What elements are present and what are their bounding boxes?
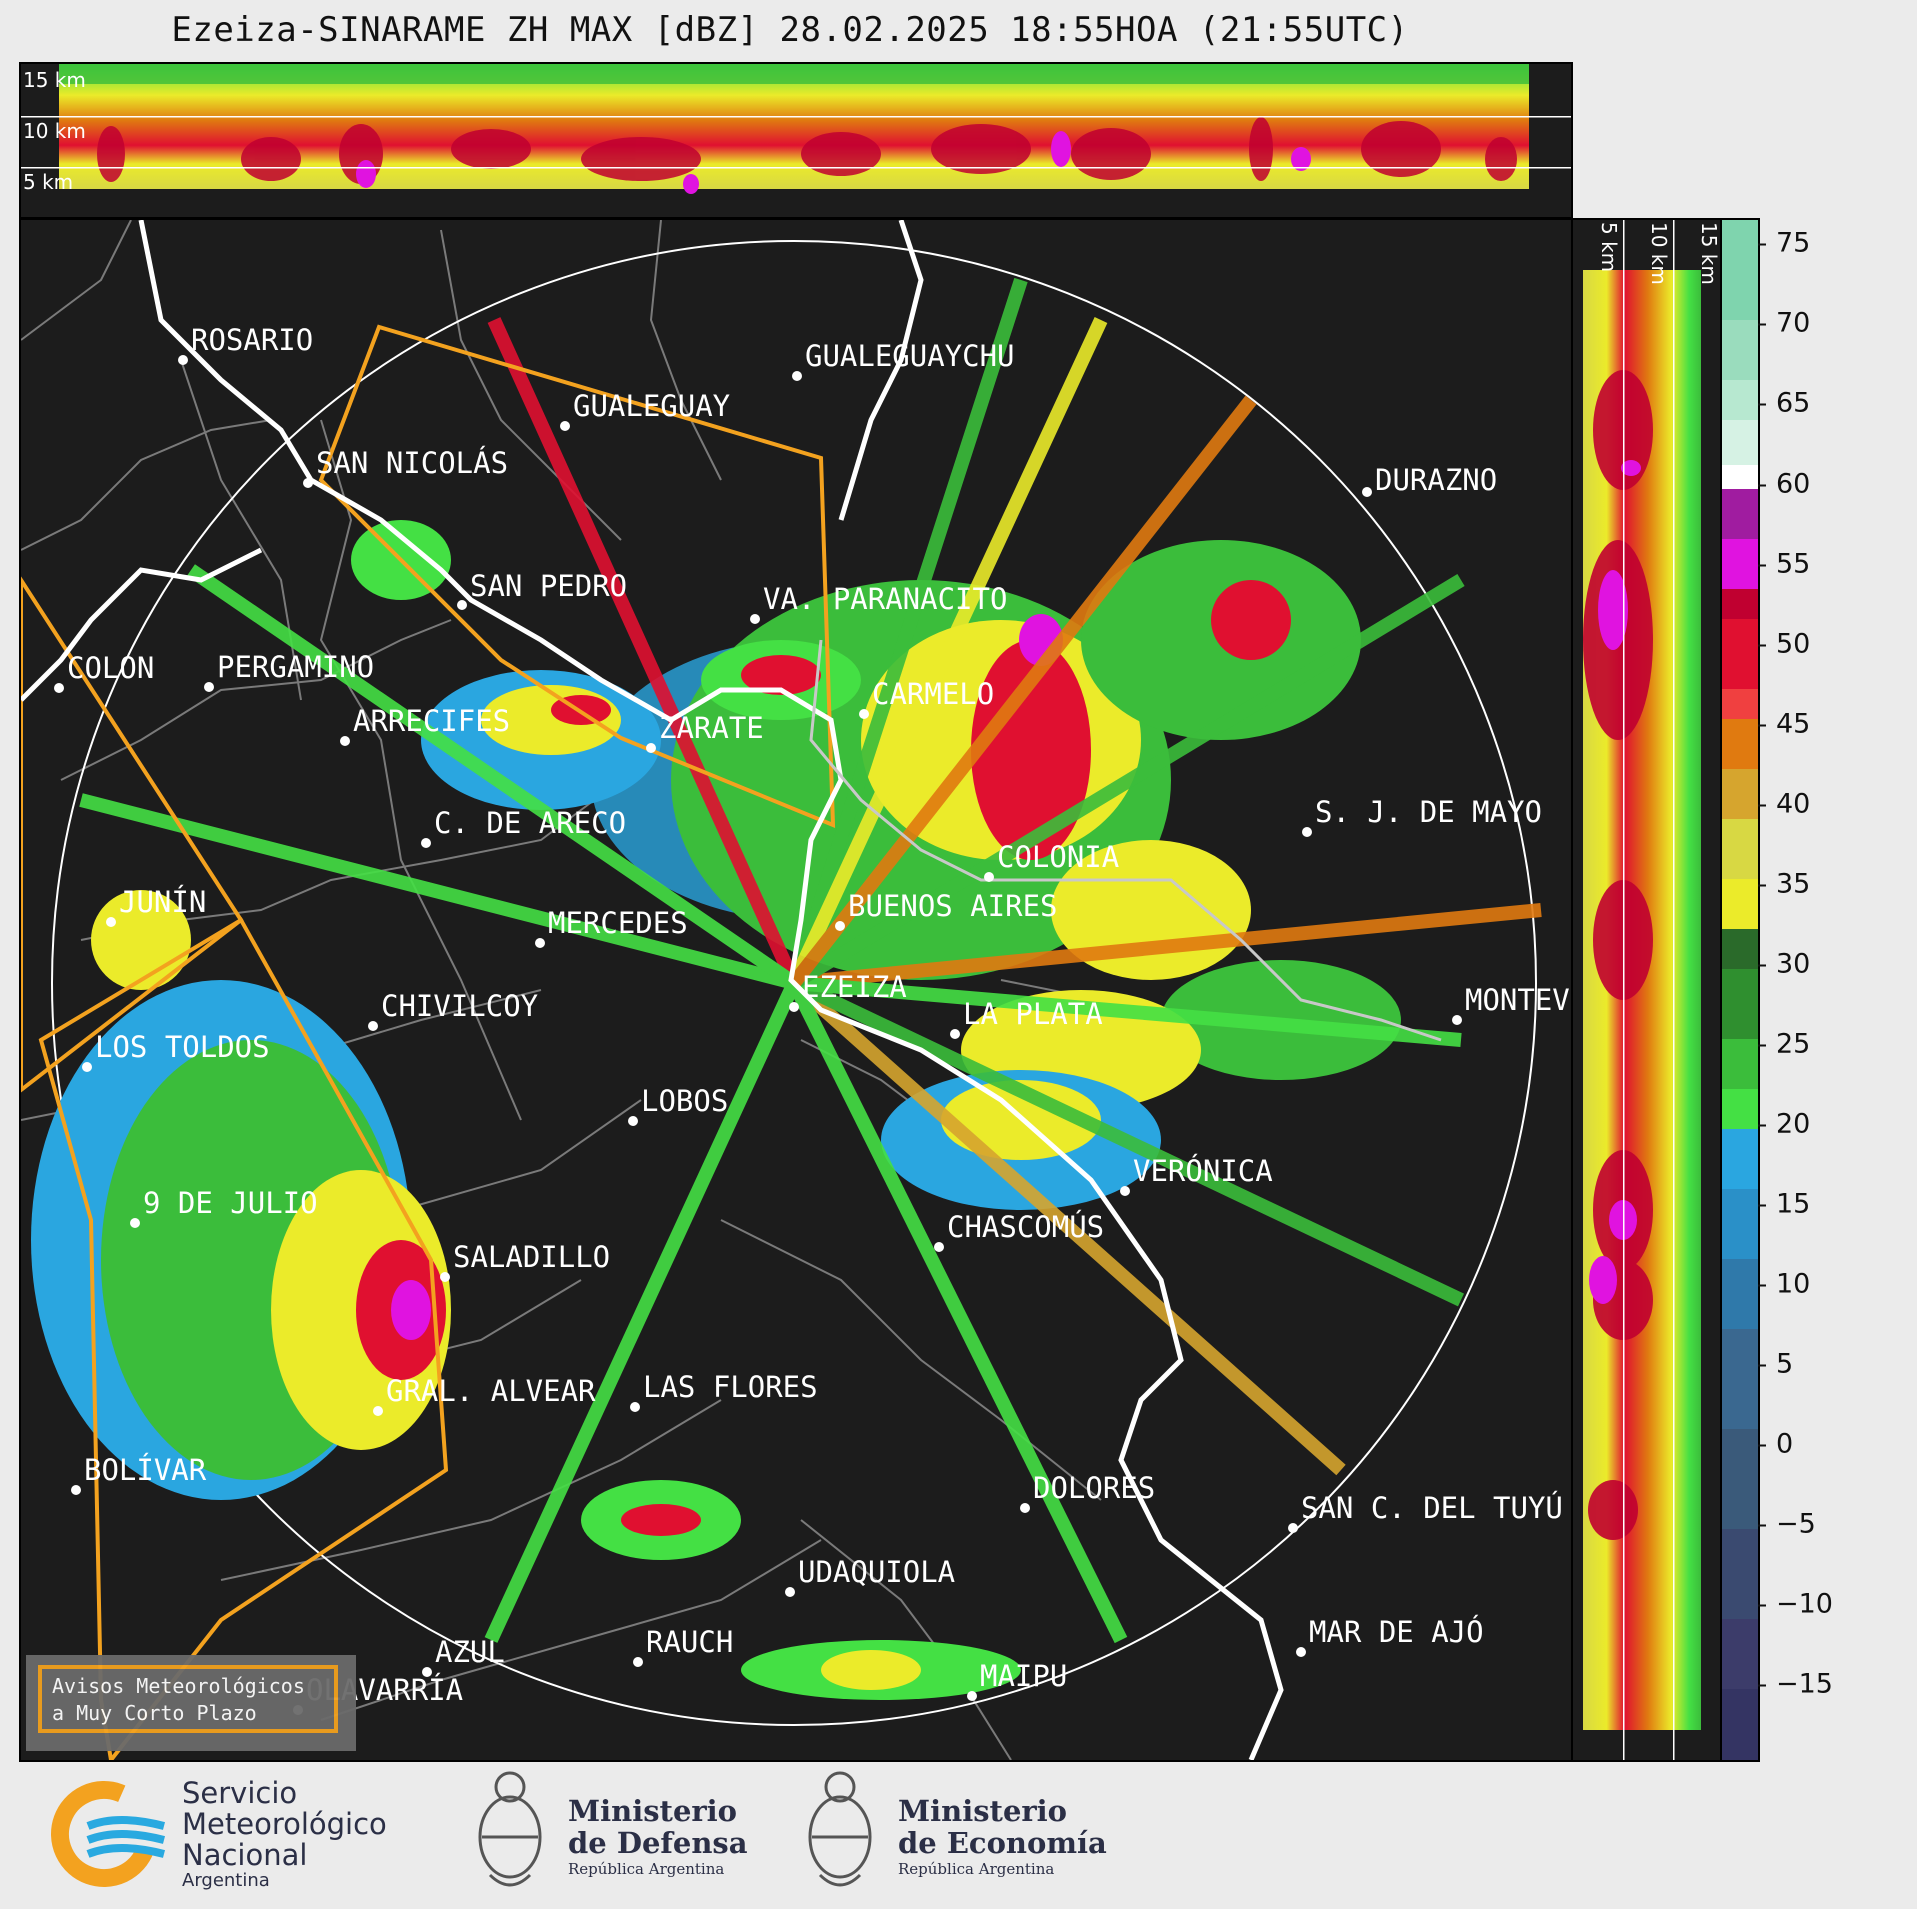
city-label: LAS FLORES — [643, 1370, 818, 1404]
colorbar — [1720, 218, 1760, 1762]
defensa-line2: de Defensa — [568, 1827, 748, 1859]
city-label: BUENOS AIRES — [848, 889, 1058, 923]
defensa-line1: Ministerio — [568, 1795, 748, 1827]
city-label: COLONIA — [997, 840, 1119, 874]
footer-logos: Servicio Meteorológico Nacional Argentin… — [0, 1760, 1917, 1909]
height-label-10km: 10 km — [23, 119, 86, 143]
city-label: GRAL. ALVEAR — [386, 1374, 596, 1408]
colorbar-tick: 70 — [1758, 308, 1810, 339]
city-label: 9 DE JULIO — [143, 1186, 318, 1220]
city-label: COLON — [67, 651, 154, 685]
city-label: BOLÍVAR — [84, 1453, 207, 1487]
height-label-10km-vertical: 10 km — [1647, 222, 1671, 285]
city-label: ZÁRATE — [659, 711, 764, 745]
side-cross-section-echoes — [1573, 220, 1721, 1760]
city-label: S. J. DE MAYO — [1315, 795, 1542, 829]
colorbar-tick: 25 — [1758, 1029, 1810, 1060]
smn-logo-icon — [48, 1778, 168, 1890]
city-label: SAN NICOLÁS — [316, 446, 508, 480]
smn-line3: Nacional — [182, 1840, 387, 1871]
top-cross-section-panel: 15 km 10 km 5 km — [19, 62, 1573, 219]
colorbar-tick: 0 — [1758, 1429, 1793, 1460]
city-label: LOS TOLDOS — [95, 1030, 270, 1064]
coat-of-arms-icon — [800, 1765, 880, 1900]
city-label: MAR DE AJÓ — [1309, 1615, 1484, 1649]
city-label: ROSARIO — [191, 323, 313, 357]
city-label: MERCEDES — [548, 906, 688, 940]
city-label: EZEIZA — [802, 970, 907, 1004]
colorbar-tick: 15 — [1758, 1189, 1810, 1220]
colorbar-tick: 5 — [1758, 1349, 1793, 1380]
colorbar-tick: −15 — [1758, 1669, 1833, 1700]
chart-title: Ezeiza-SINARAME ZH MAX [dBZ] 28.02.2025 … — [0, 10, 1580, 50]
colorbar-tick: 10 — [1758, 1269, 1810, 1300]
colorbar-tick: 30 — [1758, 949, 1810, 980]
city-label: VERÓNICA — [1133, 1154, 1273, 1188]
warnings-link[interactable]: Avisos Meteorológicos a Muy Corto Plazo — [38, 1665, 338, 1733]
colorbar-tick: −10 — [1758, 1589, 1833, 1620]
coat-of-arms-icon — [470, 1765, 550, 1900]
smn-line4: Argentina — [182, 1871, 387, 1891]
smn-line2: Meteorológico — [182, 1809, 387, 1840]
height-label-15km: 15 km — [23, 68, 86, 92]
economia-logo-text: Ministerio de Economía República Argenti… — [898, 1795, 1107, 1879]
height-label-5km: 5 km — [23, 170, 73, 194]
city-label: CHIVILCOY — [381, 989, 538, 1023]
radar-map-panel: ROSARIO GUALEGUAYCHU GUALEGUAY SAN NICOL… — [19, 218, 1573, 1762]
city-label: LA PLATA — [963, 997, 1103, 1031]
warnings-line2: a Muy Corto Plazo — [52, 1700, 324, 1727]
colorbar-tick: 50 — [1758, 629, 1810, 660]
colorbar-tick: 60 — [1758, 469, 1810, 500]
economia-line3: República Argentina — [898, 1859, 1107, 1879]
colorbar-tick: 45 — [1758, 709, 1810, 740]
city-label: GUALEGUAYCHU — [805, 339, 1015, 373]
city-label: VA. PARANACITO — [763, 582, 1007, 616]
city-label: LOBOS — [641, 1084, 728, 1118]
city-label: UDAQUIOLA — [798, 1555, 955, 1589]
colorbar-tick: 55 — [1758, 549, 1810, 580]
city-label: ARRECIFES — [353, 704, 510, 738]
smn-line1: Servicio — [182, 1778, 387, 1809]
city-label: AZUL — [435, 1635, 505, 1669]
warnings-line1: Avisos Meteorológicos — [52, 1673, 324, 1700]
city-label: PERGAMINO — [217, 650, 374, 684]
economia-line2: de Economía — [898, 1827, 1107, 1859]
city-label: CHASCOMÚS — [947, 1210, 1104, 1244]
city-label: JUNÍN — [119, 885, 206, 919]
smn-logo-text: Servicio Meteorológico Nacional Argentin… — [182, 1778, 387, 1891]
city-label: SALADILLO — [453, 1240, 610, 1274]
city-label: RAUCH — [646, 1625, 733, 1659]
city-label: CARMELO — [872, 677, 994, 711]
height-label-15km-vertical: 15 km — [1697, 222, 1721, 285]
colorbar-tick: 40 — [1758, 789, 1810, 820]
colorbar-gradient — [1722, 220, 1758, 1760]
defensa-logo-text: Ministerio de Defensa República Argentin… — [568, 1795, 748, 1879]
city-label: DOLORES — [1033, 1471, 1155, 1505]
city-label: SAN PEDRO — [470, 569, 627, 603]
city-label: C. DE ARECO — [434, 806, 626, 840]
warnings-box[interactable]: Avisos Meteorológicos a Muy Corto Plazo — [26, 1655, 356, 1751]
radar-map: ROSARIO GUALEGUAYCHU GUALEGUAY SAN NICOL… — [21, 220, 1571, 1760]
city-label: MONTEV — [1465, 983, 1570, 1017]
colorbar-ticks: 75 70 65 60 55 50 45 40 35 30 25 20 15 1… — [1758, 218, 1908, 1758]
colorbar-tick: 65 — [1758, 388, 1810, 419]
city-label: MAIPU — [980, 1659, 1067, 1693]
side-cross-section-panel: 5 km 10 km 15 km — [1571, 218, 1723, 1762]
colorbar-tick: 20 — [1758, 1109, 1810, 1140]
city-label: DURAZNO — [1375, 463, 1497, 497]
city-label: SAN C. DEL TUYÚ — [1301, 1491, 1563, 1525]
colorbar-tick: 35 — [1758, 869, 1810, 900]
economia-line1: Ministerio — [898, 1795, 1107, 1827]
colorbar-tick: 75 — [1758, 228, 1810, 259]
top-cross-section-echoes — [21, 64, 1571, 217]
city-label: GUALEGUAY — [573, 389, 730, 423]
height-label-5km-vertical: 5 km — [1597, 222, 1621, 272]
defensa-line3: República Argentina — [568, 1859, 748, 1879]
colorbar-tick: −5 — [1758, 1509, 1816, 1540]
